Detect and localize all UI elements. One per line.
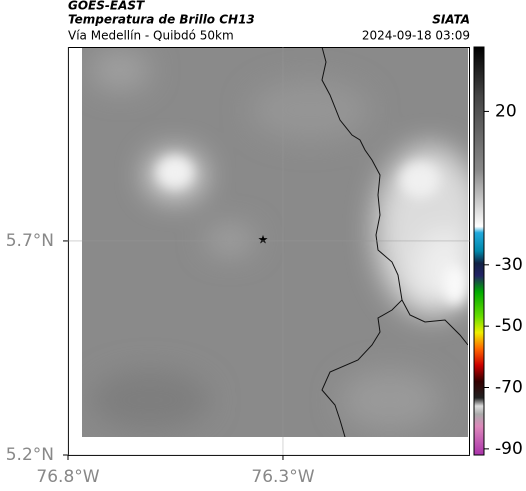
region: Vía Medellín - Quibdó 50km [68,29,234,43]
map-frame [68,47,470,456]
lon-label: 76.8°W [36,467,99,487]
subtitle: Temperatura de Brillo CH13 [68,13,255,27]
datetime: 2024-09-18 03:09 [362,29,470,43]
colorbar-label: -30 [495,255,523,275]
lat-label: 5.2°N [6,445,54,465]
colorbar-label: -50 [495,316,523,336]
title: GOES-EAST [68,0,145,13]
satellite-image [82,47,468,437]
lat-label: 5.7°N [6,231,54,251]
location-marker: ★ [258,233,269,247]
lon-label: 76.3°W [251,467,314,487]
colorbar-label: 20 [495,101,517,121]
colorbar-label: -70 [495,378,523,398]
colorbar-label: -90 [495,439,523,459]
source: SIATA [432,13,470,27]
colorbar [473,46,485,456]
